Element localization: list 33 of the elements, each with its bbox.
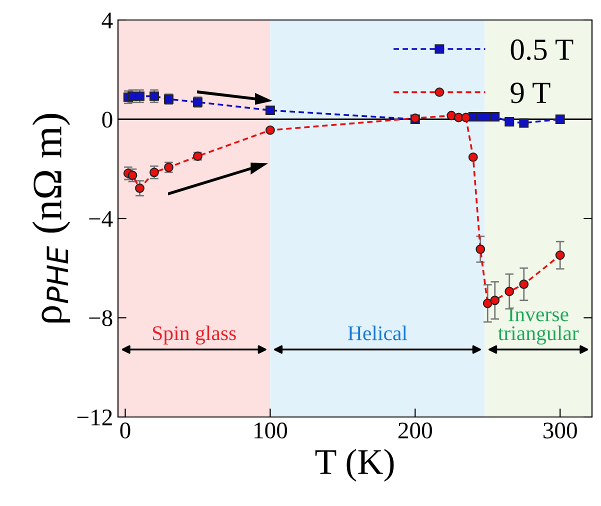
point bbox=[519, 280, 529, 289]
point bbox=[490, 296, 500, 306]
point bbox=[555, 114, 565, 124]
x-axis-title: T (K) bbox=[315, 448, 394, 482]
point bbox=[555, 250, 565, 260]
point bbox=[476, 244, 486, 254]
point bbox=[490, 112, 500, 122]
x-tick-label: 0 bbox=[120, 422, 130, 438]
y-tick-label: −8 bbox=[89, 310, 112, 326]
y-tick-label: 4 bbox=[102, 12, 113, 28]
y-tick-label: 0 bbox=[102, 112, 112, 128]
point bbox=[482, 298, 492, 308]
x-tick-label: 300 bbox=[544, 422, 577, 438]
point bbox=[468, 152, 478, 162]
point bbox=[150, 168, 159, 178]
x-tick-label: 100 bbox=[254, 422, 288, 438]
legend-label: 9 T bbox=[510, 82, 550, 104]
x-tick-label: 200 bbox=[398, 422, 432, 438]
y-tick-label: −12 bbox=[77, 410, 112, 426]
y-tick-label: −4 bbox=[89, 211, 113, 227]
point bbox=[504, 117, 514, 126]
band-label: Helical bbox=[348, 326, 408, 340]
point bbox=[504, 286, 514, 296]
band-label: Inverse triangular bbox=[498, 308, 579, 345]
band-label: Spin glass bbox=[152, 326, 236, 345]
point bbox=[461, 112, 471, 122]
point bbox=[265, 125, 275, 135]
legend-label: 0.5 T bbox=[510, 39, 574, 60]
point bbox=[150, 91, 159, 101]
point bbox=[135, 184, 144, 193]
point bbox=[519, 118, 529, 128]
point bbox=[265, 106, 275, 116]
y-axis-title: ρ$_{PHE}$ (nΩ m) bbox=[32, 114, 70, 322]
